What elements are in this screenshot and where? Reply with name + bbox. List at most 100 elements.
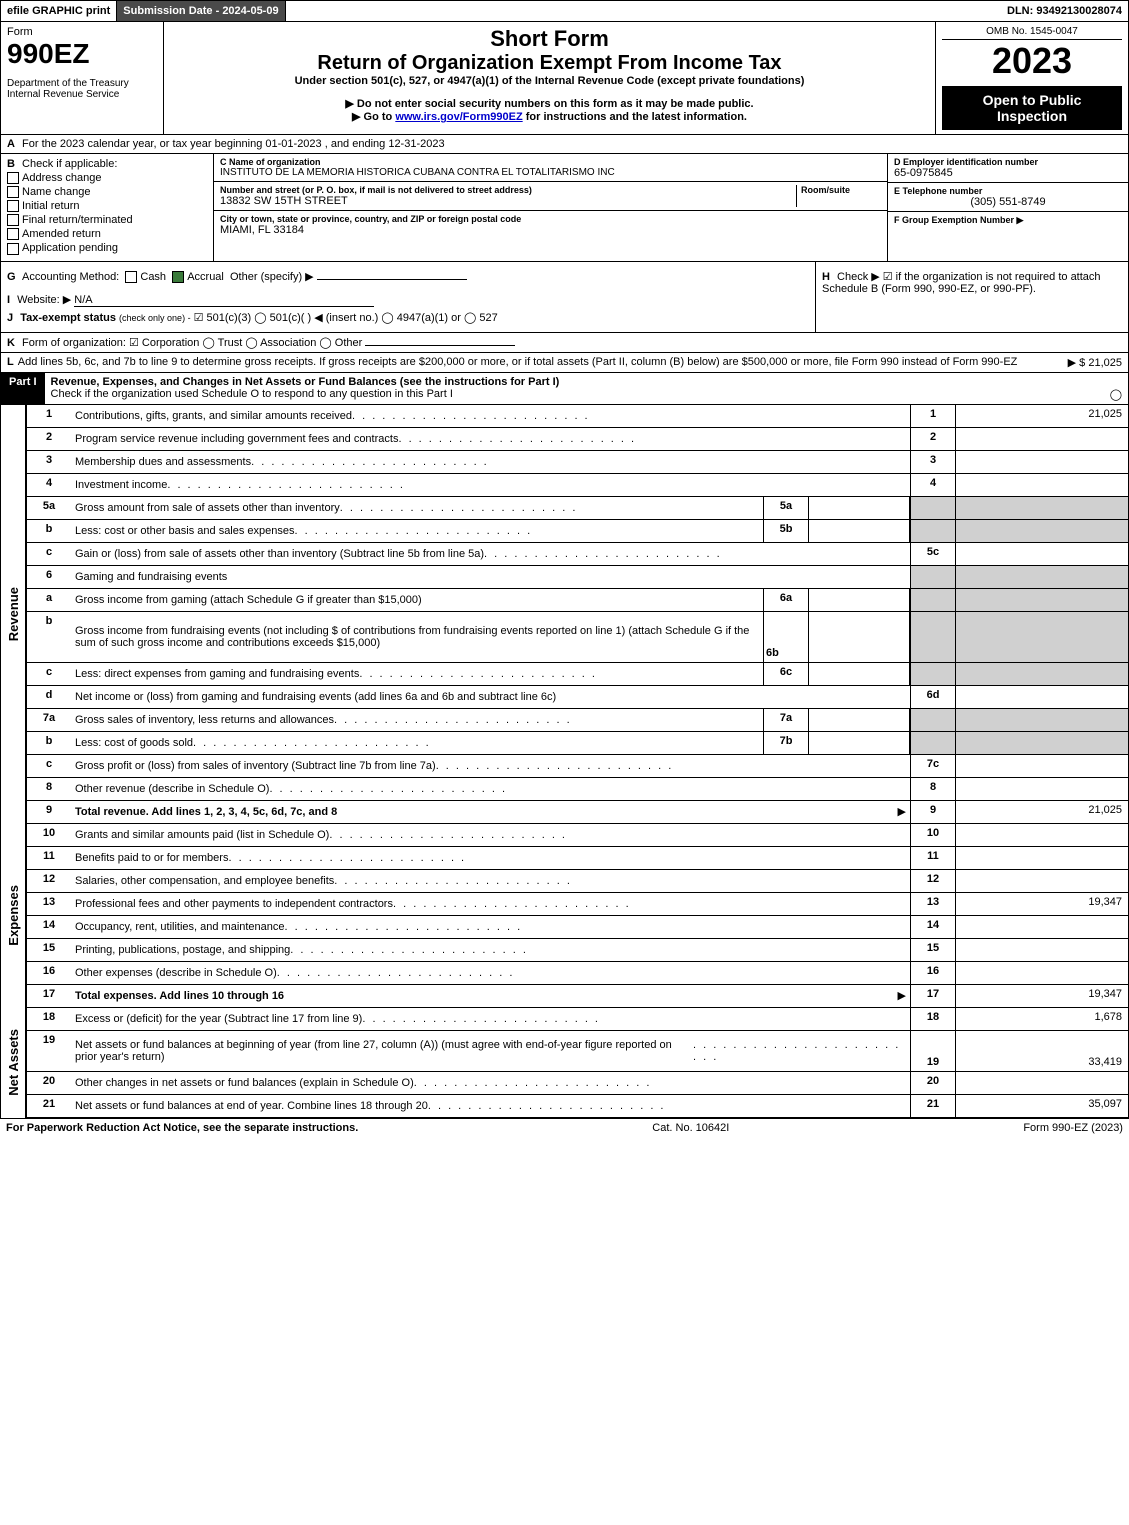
l4-desc: Investment income — [71, 474, 910, 496]
line-5a: 5a Gross amount from sale of assets othe… — [26, 497, 1129, 520]
line-16: 16 Other expenses (describe in Schedule … — [26, 962, 1129, 985]
part1-check-val[interactable]: ◯ — [1110, 388, 1122, 401]
revenue-label-text: Revenue — [4, 583, 23, 645]
g-accrual: Accrual — [187, 271, 224, 283]
l12-col: 12 — [910, 870, 955, 892]
l7a-subval — [809, 709, 910, 731]
l21-num: 21 — [27, 1095, 71, 1117]
l20-val — [955, 1072, 1128, 1094]
e-label: E Telephone number — [894, 186, 1122, 196]
l17-num: 17 — [27, 985, 71, 1007]
l6-num: 6 — [27, 566, 71, 588]
l13-num: 13 — [27, 893, 71, 915]
l21-desc: Net assets or fund balances at end of ye… — [71, 1095, 910, 1117]
l7b-col-shade — [910, 732, 955, 754]
l3-val — [955, 451, 1128, 473]
l7b-desc: Less: cost of goods sold — [71, 732, 763, 754]
l6c-subval — [809, 663, 910, 685]
footer-left: For Paperwork Reduction Act Notice, see … — [6, 1122, 358, 1134]
k-opts[interactable]: ☑ Corporation ◯ Trust ◯ Association ◯ Ot… — [129, 337, 362, 349]
line-5c: c Gain or (loss) from sale of assets oth… — [26, 543, 1129, 566]
chk-address[interactable]: Address change — [7, 172, 207, 184]
netassets-label-text: Net Assets — [4, 1025, 23, 1100]
l6b-col-shade — [910, 612, 955, 662]
l16-desc: Other expenses (describe in Schedule O) — [71, 962, 910, 984]
l8-val — [955, 778, 1128, 800]
l19-desc: Net assets or fund balances at beginning… — [71, 1031, 910, 1071]
l3-num: 3 — [27, 451, 71, 473]
irs-link[interactable]: www.irs.gov/Form990EZ — [395, 111, 522, 123]
box-g: G Accounting Method: Cash Accrual Other … — [1, 262, 816, 332]
l1-num: 1 — [27, 405, 71, 427]
k-row: K Form of organization: ☑ Corporation ◯ … — [0, 333, 1129, 353]
l6c-col-shade — [910, 663, 955, 685]
chk-cash[interactable] — [125, 271, 137, 283]
efile-label[interactable]: efile GRAPHIC print — [1, 1, 117, 21]
l2-val — [955, 428, 1128, 450]
k-other-input[interactable] — [365, 345, 515, 346]
c-name-row: C Name of organization INSTITUTO DE LA M… — [214, 154, 887, 182]
form-header: Form 990EZ Department of the Treasury In… — [0, 22, 1129, 135]
l18-col: 18 — [910, 1008, 955, 1030]
form-number: 990EZ — [7, 38, 157, 70]
l6a-desc: Gross income from gaming (attach Schedul… — [71, 589, 763, 611]
chk-name[interactable]: Name change — [7, 186, 207, 198]
letter-k: K — [7, 337, 15, 349]
l17-val: 19,347 — [955, 985, 1128, 1007]
l3-desc: Membership dues and assessments — [71, 451, 910, 473]
l6a-num: a — [27, 589, 71, 611]
l6b-desc: Gross income from fundraising events (no… — [71, 612, 763, 662]
g-other-input[interactable] — [317, 279, 467, 280]
l-value: ▶ $ 21,025 — [1068, 356, 1122, 369]
expenses-label-text: Expenses — [4, 881, 23, 950]
expenses-side-label: Expenses — [1, 824, 26, 1008]
header-right: OMB No. 1545-0047 2023 Open to Public In… — [936, 22, 1128, 134]
l19-num: 19 — [27, 1031, 71, 1071]
l9-val: 21,025 — [955, 801, 1128, 823]
line-12: 12 Salaries, other compensation, and emp… — [26, 870, 1129, 893]
box-d: D Employer identification number 65-0975… — [888, 154, 1128, 183]
gh-row: G Accounting Method: Cash Accrual Other … — [0, 262, 1129, 333]
l12-num: 12 — [27, 870, 71, 892]
l1-val: 21,025 — [955, 405, 1128, 427]
revenue-group: Revenue 1 Contributions, gifts, grants, … — [0, 405, 1129, 824]
l6b-sub: 6b — [763, 612, 809, 662]
l5b-subval — [809, 520, 910, 542]
org-city: MIAMI, FL 33184 — [220, 224, 881, 236]
box-h: H Check ▶ ☑ if the organization is not r… — [816, 262, 1128, 332]
letter-l: L — [7, 356, 14, 369]
netassets-group: Net Assets 18 Excess or (deficit) for th… — [0, 1008, 1129, 1118]
l5c-val — [955, 543, 1128, 565]
footer-right: Form 990-EZ (2023) — [1023, 1122, 1123, 1134]
chk-final[interactable]: Final return/terminated — [7, 214, 207, 226]
letter-g: G — [7, 271, 16, 283]
l15-desc: Printing, publications, postage, and shi… — [71, 939, 910, 961]
c-addr-label: Number and street (or P. O. box, if mail… — [220, 185, 796, 195]
chk-accrual[interactable] — [172, 271, 184, 283]
line-10: 10 Grants and similar amounts paid (list… — [26, 824, 1129, 847]
title-return: Return of Organization Exempt From Incom… — [170, 52, 929, 75]
j-opts[interactable]: ☑ 501(c)(3) ◯ 501(c)( ) ◀ (insert no.) ◯… — [194, 312, 498, 324]
part1-check-note: Check if the organization used Schedule … — [51, 388, 1110, 401]
chk-initial[interactable]: Initial return — [7, 200, 207, 212]
l4-col: 4 — [910, 474, 955, 496]
l19-col: 19 — [910, 1031, 955, 1071]
l16-val — [955, 962, 1128, 984]
i-value[interactable]: N/A — [74, 294, 374, 307]
line-7b: b Less: cost of goods sold 7b — [26, 732, 1129, 755]
letter-a: A — [7, 138, 15, 150]
l18-num: 18 — [27, 1008, 71, 1030]
chk-pending[interactable]: Application pending — [7, 242, 207, 254]
l5a-val-shade — [955, 497, 1128, 519]
dln-label: DLN: 93492130028074 — [1001, 1, 1128, 21]
line-3: 3 Membership dues and assessments 3 — [26, 451, 1129, 474]
l7a-desc: Gross sales of inventory, less returns a… — [71, 709, 763, 731]
l18-val: 1,678 — [955, 1008, 1128, 1030]
line-11: 11 Benefits paid to or for members 11 — [26, 847, 1129, 870]
l5b-num: b — [27, 520, 71, 542]
room-label: Room/suite — [801, 185, 881, 195]
revenue-side-label: Revenue — [1, 405, 26, 824]
l13-val: 19,347 — [955, 893, 1128, 915]
chk-amended[interactable]: Amended return — [7, 228, 207, 240]
l2-col: 2 — [910, 428, 955, 450]
